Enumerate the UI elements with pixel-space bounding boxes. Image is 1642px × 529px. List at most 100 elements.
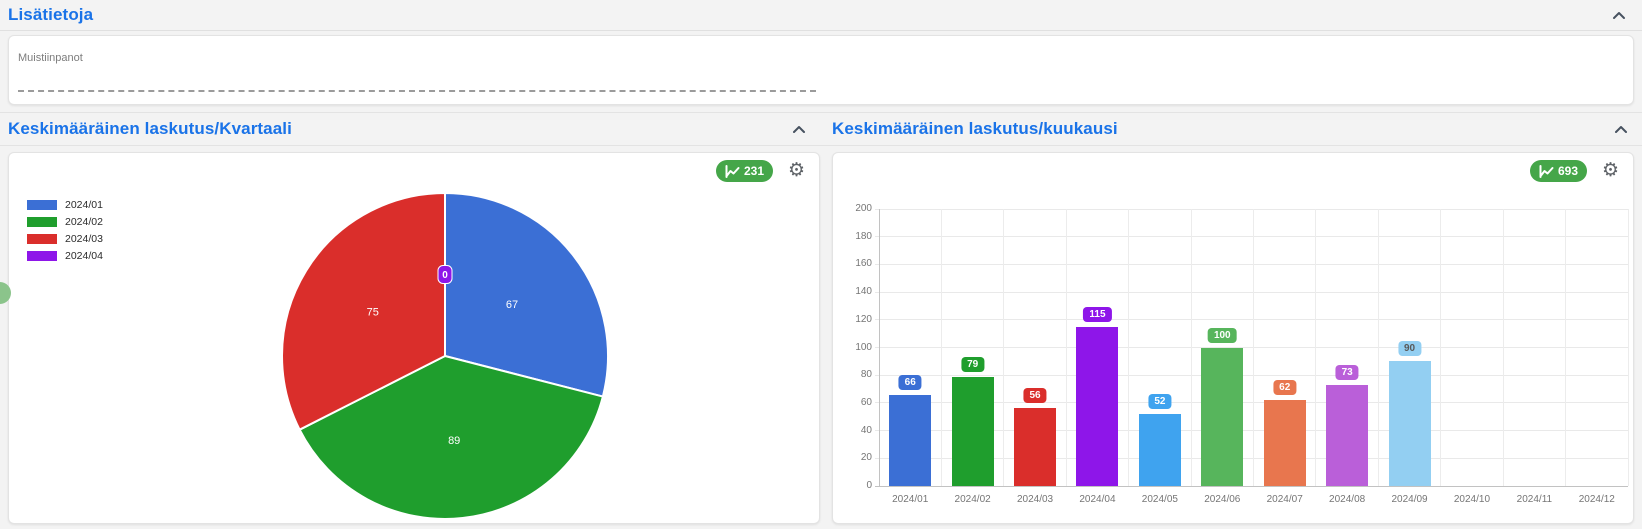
bar-2024/01[interactable] [889, 394, 932, 486]
y-axis-tick-label: 200 [855, 203, 872, 214]
bar-value-badge: 52 [1148, 393, 1172, 409]
pie-value-label: 67 [506, 299, 518, 311]
grid-line-vertical [1565, 209, 1567, 486]
bar-2024/02[interactable] [951, 376, 994, 486]
grid-line-horizontal [875, 263, 1628, 265]
y-axis-tick-label: 60 [860, 396, 872, 408]
y-axis-tick-label: 0 [866, 480, 872, 491]
grid-line-vertical [1253, 209, 1254, 486]
bar-2024/05[interactable] [1138, 413, 1181, 486]
section-title-monthly: Keskimääräinen laskutus/kuukausi [832, 119, 1118, 138]
bar-value-badge: 115 [1083, 306, 1112, 322]
grid-line-vertical [1627, 209, 1629, 486]
monthly-total-value: 693 [1557, 164, 1578, 178]
quarterly-total-badge[interactable]: 231 [715, 160, 773, 182]
gear-icon[interactable]: ⚙ [1601, 159, 1619, 181]
pie-zero-badge [437, 265, 453, 284]
pie-legend: 2024/01 2024/02 2024/03 2024/04 [27, 197, 103, 265]
x-axis-tick-label: 2024/03 [1016, 494, 1054, 505]
grid-line-horizontal [875, 402, 1628, 404]
bar-2024/09[interactable] [1388, 361, 1431, 486]
drawer-handle-button[interactable] [0, 282, 11, 304]
bar-value-badge: 62 [1273, 380, 1297, 396]
notes-field-label: Muistiinpanot [18, 52, 83, 64]
grid-line-vertical [1128, 209, 1130, 486]
grid-line-horizontal [875, 319, 1628, 321]
legend-label: 2024/04 [65, 249, 103, 262]
quarterly-pie-chart: 67 89 75 0 [281, 192, 609, 520]
bar-value-badge: 66 [898, 374, 922, 390]
y-axis-tick-label: 180 [855, 230, 872, 242]
legend-swatch [27, 250, 57, 261]
legend-item-2024/04[interactable]: 2024/04 [27, 248, 103, 263]
grid-line-vertical [1377, 209, 1379, 486]
chevron-up-icon[interactable] [1610, 6, 1628, 24]
legend-label: 2024/03 [65, 232, 103, 245]
grid-line-horizontal [875, 457, 1628, 459]
x-axis-tick-label: 2024/05 [1141, 494, 1178, 505]
y-axis-tick-label: 140 [855, 286, 872, 298]
y-axis-tick-label: 80 [860, 369, 872, 381]
x-axis-tick-label: 2024/02 [954, 494, 991, 505]
x-axis-tick-label: 2024/09 [1391, 494, 1428, 505]
grid-line-vertical [1440, 209, 1442, 486]
legend-swatch [27, 233, 57, 244]
quarterly-total-value: 231 [743, 164, 764, 178]
grid-line-vertical [1502, 209, 1504, 486]
grid-line-horizontal [875, 347, 1628, 348]
grid-line-vertical [1065, 209, 1067, 486]
grid-line-horizontal [875, 236, 1628, 238]
bar-value-badge: 73 [1335, 364, 1359, 380]
grid-line-vertical [1003, 209, 1005, 486]
x-axis-tick-label: 2024/07 [1266, 494, 1303, 505]
bar-2024/06[interactable] [1201, 347, 1244, 486]
x-axis-tick-label: 2024/11 [1516, 494, 1553, 505]
notes-input[interactable] [18, 66, 816, 92]
section-header-monthly[interactable]: Keskimääräinen laskutus/kuukausi [832, 113, 1630, 145]
gear-icon[interactable]: ⚙ [787, 159, 805, 181]
monthly-total-badge[interactable]: 693 [1529, 160, 1587, 182]
y-axis-tick-label: 160 [855, 258, 872, 270]
grid-line-horizontal [875, 374, 1628, 376]
pie-value-label: 75 [367, 306, 379, 318]
y-axis-tick-label: 40 [860, 424, 872, 436]
notes-card: Muistiinpanot [8, 35, 1634, 105]
bar-value-badge: 79 [961, 356, 985, 372]
x-axis-tick-label: 2024/06 [1204, 494, 1241, 505]
pie-slice-2024/01[interactable] [444, 192, 609, 398]
monthly-bar-chart: 0 20 40 60 80 100 120 140 160 180 200 66 2024/01 79 20… [855, 203, 1629, 505]
legend-label: 2024/01 [65, 198, 103, 211]
legend-item-2024/01[interactable]: 2024/01 [27, 197, 103, 212]
bar-value-badge: 100 [1207, 327, 1237, 343]
legend-item-2024/02[interactable]: 2024/02 [27, 214, 103, 229]
pie-slice-2024/02[interactable] [298, 355, 604, 520]
legend-item-2024/03[interactable]: 2024/03 [27, 231, 103, 246]
grid-line-horizontal [875, 208, 1628, 210]
legend-swatch [27, 199, 57, 210]
bar-2024/08[interactable] [1326, 384, 1369, 486]
grid-line-vertical [1190, 209, 1192, 486]
y-axis-tick-label: 100 [855, 341, 872, 353]
bar-2024/04[interactable] [1076, 326, 1119, 486]
line-chart-icon [1539, 164, 1554, 178]
bar-2024/07[interactable] [1263, 400, 1306, 486]
pie-slice-2024/03[interactable] [281, 192, 446, 431]
legend-swatch [27, 216, 57, 227]
pie-value-label: 89 [448, 435, 460, 447]
grid-line-vertical [940, 209, 942, 486]
bar-2024/03[interactable] [1014, 408, 1057, 486]
grid-line-horizontal [875, 485, 1628, 487]
x-axis-tick-label: 2024/10 [1453, 494, 1491, 505]
section-header-quarterly[interactable]: Keskimääräinen laskutus/Kvartaali [8, 113, 808, 145]
pie-zero-value-label: 0 [442, 270, 448, 281]
chevron-up-icon[interactable] [1612, 120, 1630, 138]
chevron-up-icon[interactable] [790, 120, 808, 138]
grid-line-vertical [878, 209, 880, 486]
section-title-quarterly: Keskimääräinen laskutus/Kvartaali [8, 119, 292, 138]
grid-line-horizontal [875, 291, 1628, 293]
x-axis-tick-label: 2024/08 [1329, 494, 1366, 505]
line-chart-icon [725, 164, 740, 178]
section-header-lisatietoja[interactable]: Lisätietoja [0, 0, 1642, 31]
y-axis-tick-label: 20 [860, 452, 872, 464]
